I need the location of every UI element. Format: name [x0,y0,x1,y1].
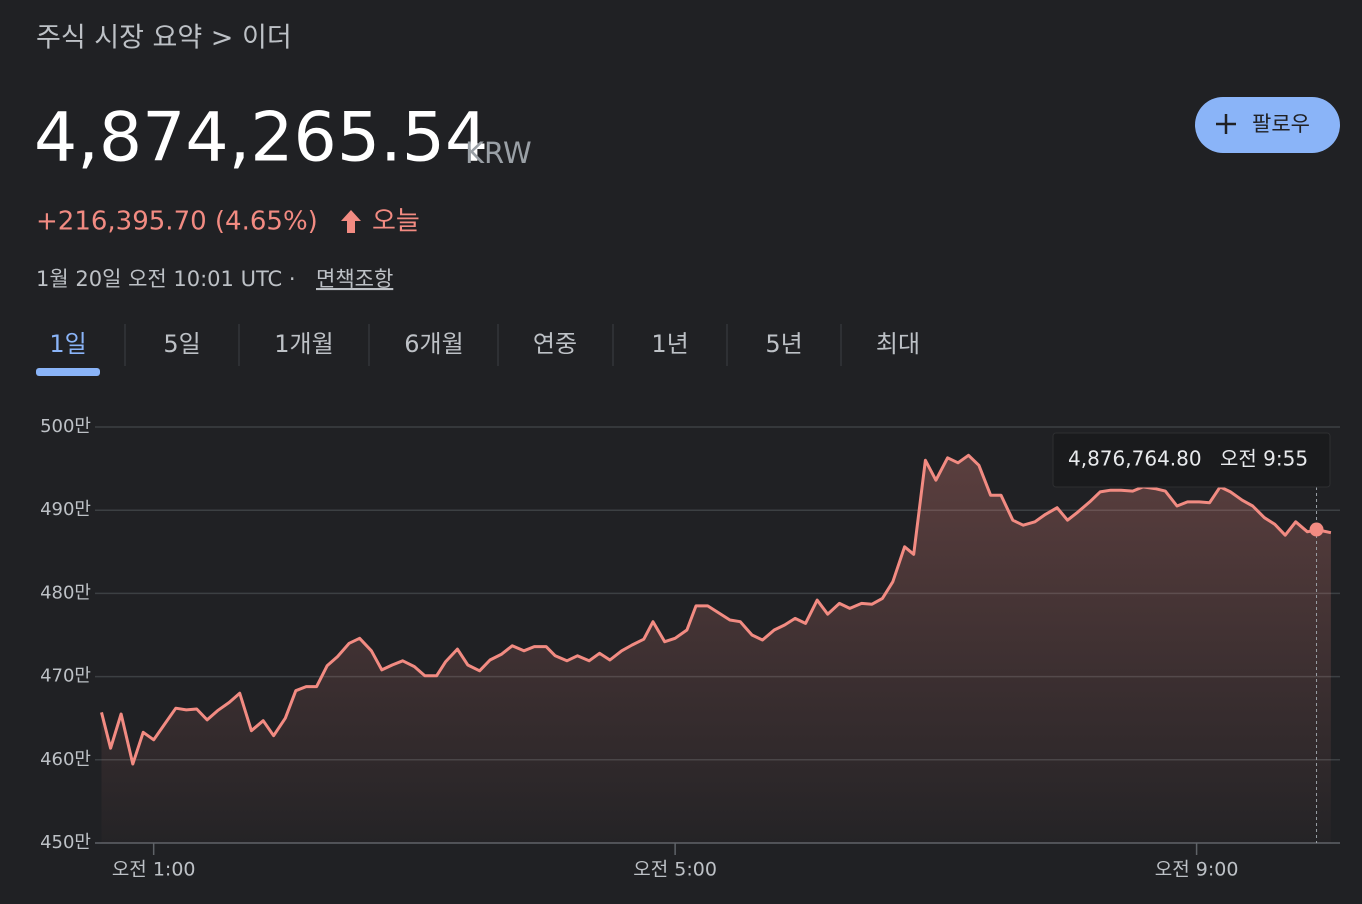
y-tick-label: 450만 [40,832,91,853]
price: 4,874,265.54 [34,99,488,178]
range-tab[interactable]: 최대 [876,330,920,358]
area-fill [101,455,1331,843]
tooltip-value: 4,876,764.80 [1068,447,1202,471]
breadcrumb[interactable]: 주식 시장 요약 > 이더 [36,23,292,54]
plus-icon [1216,114,1236,134]
tooltip-time: 오전 9:55 [1220,447,1308,471]
tooltip-box [1052,432,1331,488]
range-tab[interactable]: 5일 [163,330,200,358]
x-tick-label: 오전 5:00 [633,859,717,881]
y-tick-label: 480만 [40,582,91,603]
y-tick-label: 490만 [40,499,91,520]
x-tick-label: 오전 1:00 [112,859,196,881]
timestamp: 1월 20일 오전 10:01 UTC · [36,267,296,291]
price-line [100,453,1332,766]
range-tab[interactable]: 6개월 [404,330,463,358]
up-arrow-icon [341,210,361,233]
disclaimer-link[interactable]: 면책조항 [316,267,393,291]
x-tick-label: 오전 9:00 [1155,859,1239,881]
y-tick-label: 500만 [40,416,91,437]
y-tick-label: 470만 [40,666,91,687]
range-tab[interactable]: 1개월 [274,330,333,358]
range-tab[interactable]: 1년 [651,330,688,358]
range-tab[interactable]: 1일 [49,330,86,358]
active-tab-indicator [36,368,100,376]
follow-button[interactable] [1195,97,1340,153]
range-tab[interactable]: 연중 [533,330,577,358]
y-tick-label: 460만 [40,749,91,770]
range-tab[interactable]: 5년 [765,330,802,358]
follow-label[interactable]: 팔로우 [1252,112,1310,136]
change: +216,395.70 (4.65%) [36,207,318,237]
range-tabs: 1일 5일 1개월 6개월 연중 1년 5년 최대 [36,324,920,376]
currency: KRW [465,136,532,170]
hover-point [1309,522,1324,537]
change-period: 오늘 [372,207,420,237]
